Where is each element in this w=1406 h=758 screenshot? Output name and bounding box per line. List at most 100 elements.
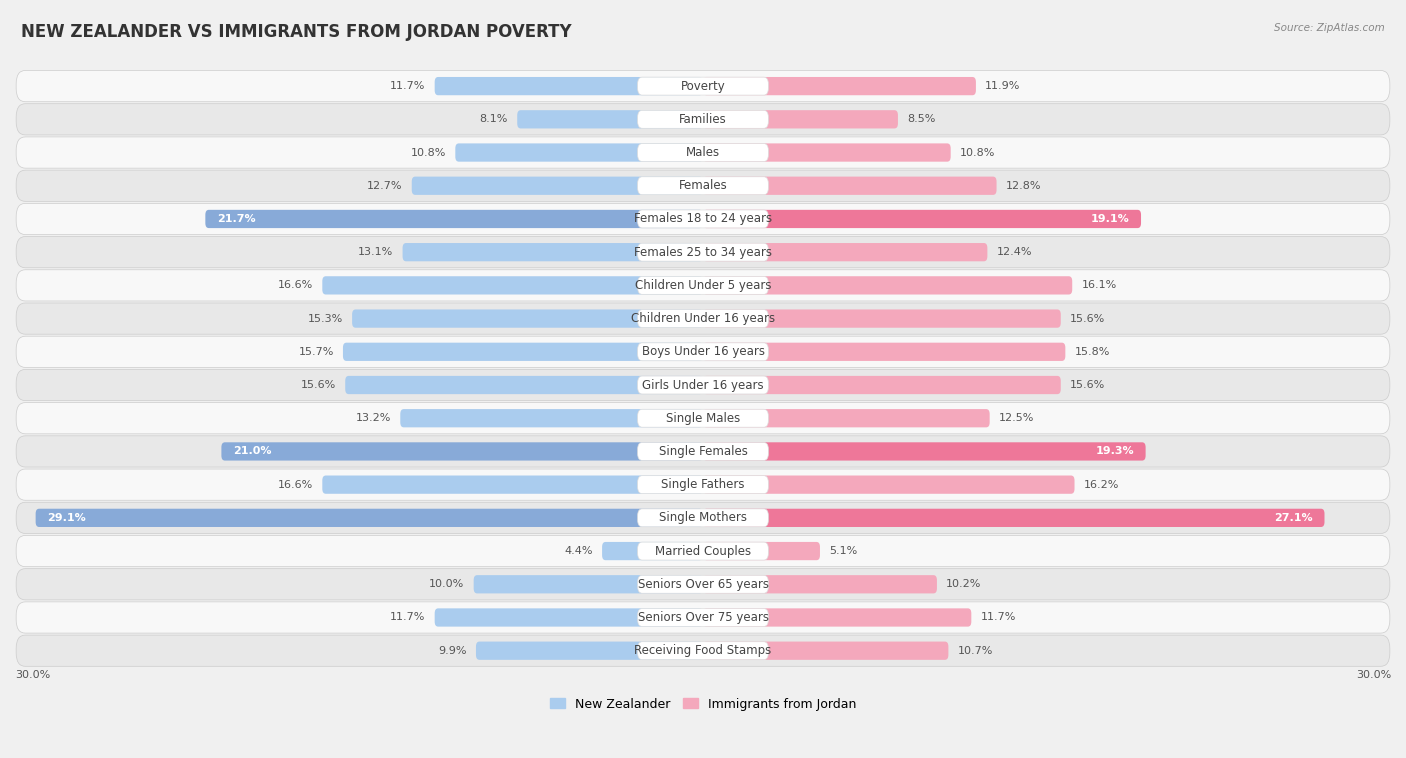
FancyBboxPatch shape	[477, 641, 703, 659]
Text: 30.0%: 30.0%	[1355, 669, 1391, 680]
FancyBboxPatch shape	[638, 509, 768, 527]
FancyBboxPatch shape	[322, 276, 703, 295]
FancyBboxPatch shape	[15, 70, 1391, 102]
Text: Children Under 5 years: Children Under 5 years	[634, 279, 772, 292]
FancyBboxPatch shape	[15, 635, 1391, 666]
FancyBboxPatch shape	[638, 476, 768, 493]
Text: 13.1%: 13.1%	[359, 247, 394, 257]
FancyBboxPatch shape	[346, 376, 703, 394]
Text: Families: Families	[679, 113, 727, 126]
FancyBboxPatch shape	[638, 277, 768, 294]
Text: Children Under 16 years: Children Under 16 years	[631, 312, 775, 325]
Text: Females 18 to 24 years: Females 18 to 24 years	[634, 212, 772, 225]
Text: 4.4%: 4.4%	[564, 546, 593, 556]
Text: Females 25 to 34 years: Females 25 to 34 years	[634, 246, 772, 258]
Text: Receiving Food Stamps: Receiving Food Stamps	[634, 644, 772, 657]
FancyBboxPatch shape	[401, 409, 703, 428]
FancyBboxPatch shape	[15, 203, 1391, 234]
Text: 13.2%: 13.2%	[356, 413, 391, 423]
FancyBboxPatch shape	[221, 443, 703, 461]
FancyBboxPatch shape	[703, 509, 1324, 527]
Text: Single Females: Single Females	[658, 445, 748, 458]
FancyBboxPatch shape	[15, 602, 1391, 633]
FancyBboxPatch shape	[434, 77, 703, 96]
Text: Source: ZipAtlas.com: Source: ZipAtlas.com	[1274, 23, 1385, 33]
FancyBboxPatch shape	[638, 111, 768, 128]
FancyBboxPatch shape	[703, 475, 1074, 493]
Legend: New Zealander, Immigrants from Jordan: New Zealander, Immigrants from Jordan	[546, 693, 860, 716]
FancyBboxPatch shape	[638, 77, 768, 95]
Text: 15.6%: 15.6%	[301, 380, 336, 390]
Text: Boys Under 16 years: Boys Under 16 years	[641, 346, 765, 359]
Text: 12.8%: 12.8%	[1005, 180, 1042, 191]
Text: 5.1%: 5.1%	[830, 546, 858, 556]
Text: 30.0%: 30.0%	[15, 669, 51, 680]
FancyBboxPatch shape	[343, 343, 703, 361]
FancyBboxPatch shape	[703, 210, 1142, 228]
FancyBboxPatch shape	[703, 143, 950, 161]
FancyBboxPatch shape	[15, 402, 1391, 434]
Text: Single Mothers: Single Mothers	[659, 512, 747, 525]
Text: 21.7%: 21.7%	[217, 214, 256, 224]
Text: 10.0%: 10.0%	[429, 579, 464, 589]
Text: 27.1%: 27.1%	[1274, 513, 1313, 523]
FancyBboxPatch shape	[703, 575, 936, 594]
Text: Girls Under 16 years: Girls Under 16 years	[643, 378, 763, 392]
Text: 11.9%: 11.9%	[986, 81, 1021, 91]
FancyBboxPatch shape	[15, 270, 1391, 301]
Text: 29.1%: 29.1%	[48, 513, 86, 523]
FancyBboxPatch shape	[15, 303, 1391, 334]
Text: 16.6%: 16.6%	[278, 280, 314, 290]
FancyBboxPatch shape	[638, 409, 768, 428]
FancyBboxPatch shape	[15, 568, 1391, 600]
FancyBboxPatch shape	[638, 210, 768, 228]
FancyBboxPatch shape	[638, 542, 768, 560]
Text: 15.7%: 15.7%	[298, 347, 333, 357]
Text: NEW ZEALANDER VS IMMIGRANTS FROM JORDAN POVERTY: NEW ZEALANDER VS IMMIGRANTS FROM JORDAN …	[21, 23, 572, 41]
Text: 10.2%: 10.2%	[946, 579, 981, 589]
FancyBboxPatch shape	[703, 443, 1146, 461]
FancyBboxPatch shape	[15, 104, 1391, 135]
FancyBboxPatch shape	[15, 503, 1391, 534]
Text: 12.7%: 12.7%	[367, 180, 402, 191]
FancyBboxPatch shape	[15, 369, 1391, 401]
FancyBboxPatch shape	[402, 243, 703, 262]
FancyBboxPatch shape	[205, 210, 703, 228]
FancyBboxPatch shape	[15, 337, 1391, 368]
FancyBboxPatch shape	[638, 343, 768, 361]
FancyBboxPatch shape	[703, 177, 997, 195]
FancyBboxPatch shape	[322, 475, 703, 493]
FancyBboxPatch shape	[474, 575, 703, 594]
FancyBboxPatch shape	[15, 436, 1391, 467]
Text: 8.1%: 8.1%	[479, 114, 508, 124]
Text: 16.6%: 16.6%	[278, 480, 314, 490]
Text: 10.8%: 10.8%	[960, 148, 995, 158]
FancyBboxPatch shape	[703, 542, 820, 560]
Text: 21.0%: 21.0%	[233, 446, 271, 456]
FancyBboxPatch shape	[703, 276, 1073, 295]
Text: Seniors Over 65 years: Seniors Over 65 years	[637, 578, 769, 590]
FancyBboxPatch shape	[602, 542, 703, 560]
FancyBboxPatch shape	[638, 309, 768, 327]
FancyBboxPatch shape	[638, 177, 768, 195]
Text: 15.3%: 15.3%	[308, 314, 343, 324]
Text: Poverty: Poverty	[681, 80, 725, 92]
Text: 15.8%: 15.8%	[1074, 347, 1109, 357]
Text: 19.1%: 19.1%	[1091, 214, 1129, 224]
FancyBboxPatch shape	[703, 376, 1060, 394]
FancyBboxPatch shape	[703, 309, 1060, 327]
FancyBboxPatch shape	[434, 609, 703, 627]
FancyBboxPatch shape	[456, 143, 703, 161]
Text: Single Fathers: Single Fathers	[661, 478, 745, 491]
FancyBboxPatch shape	[412, 177, 703, 195]
Text: 11.7%: 11.7%	[389, 612, 426, 622]
FancyBboxPatch shape	[703, 343, 1066, 361]
FancyBboxPatch shape	[352, 309, 703, 327]
Text: 9.9%: 9.9%	[439, 646, 467, 656]
Text: 10.8%: 10.8%	[411, 148, 446, 158]
Text: 11.7%: 11.7%	[980, 612, 1017, 622]
FancyBboxPatch shape	[15, 535, 1391, 567]
FancyBboxPatch shape	[638, 642, 768, 659]
Text: 16.2%: 16.2%	[1084, 480, 1119, 490]
FancyBboxPatch shape	[703, 243, 987, 262]
